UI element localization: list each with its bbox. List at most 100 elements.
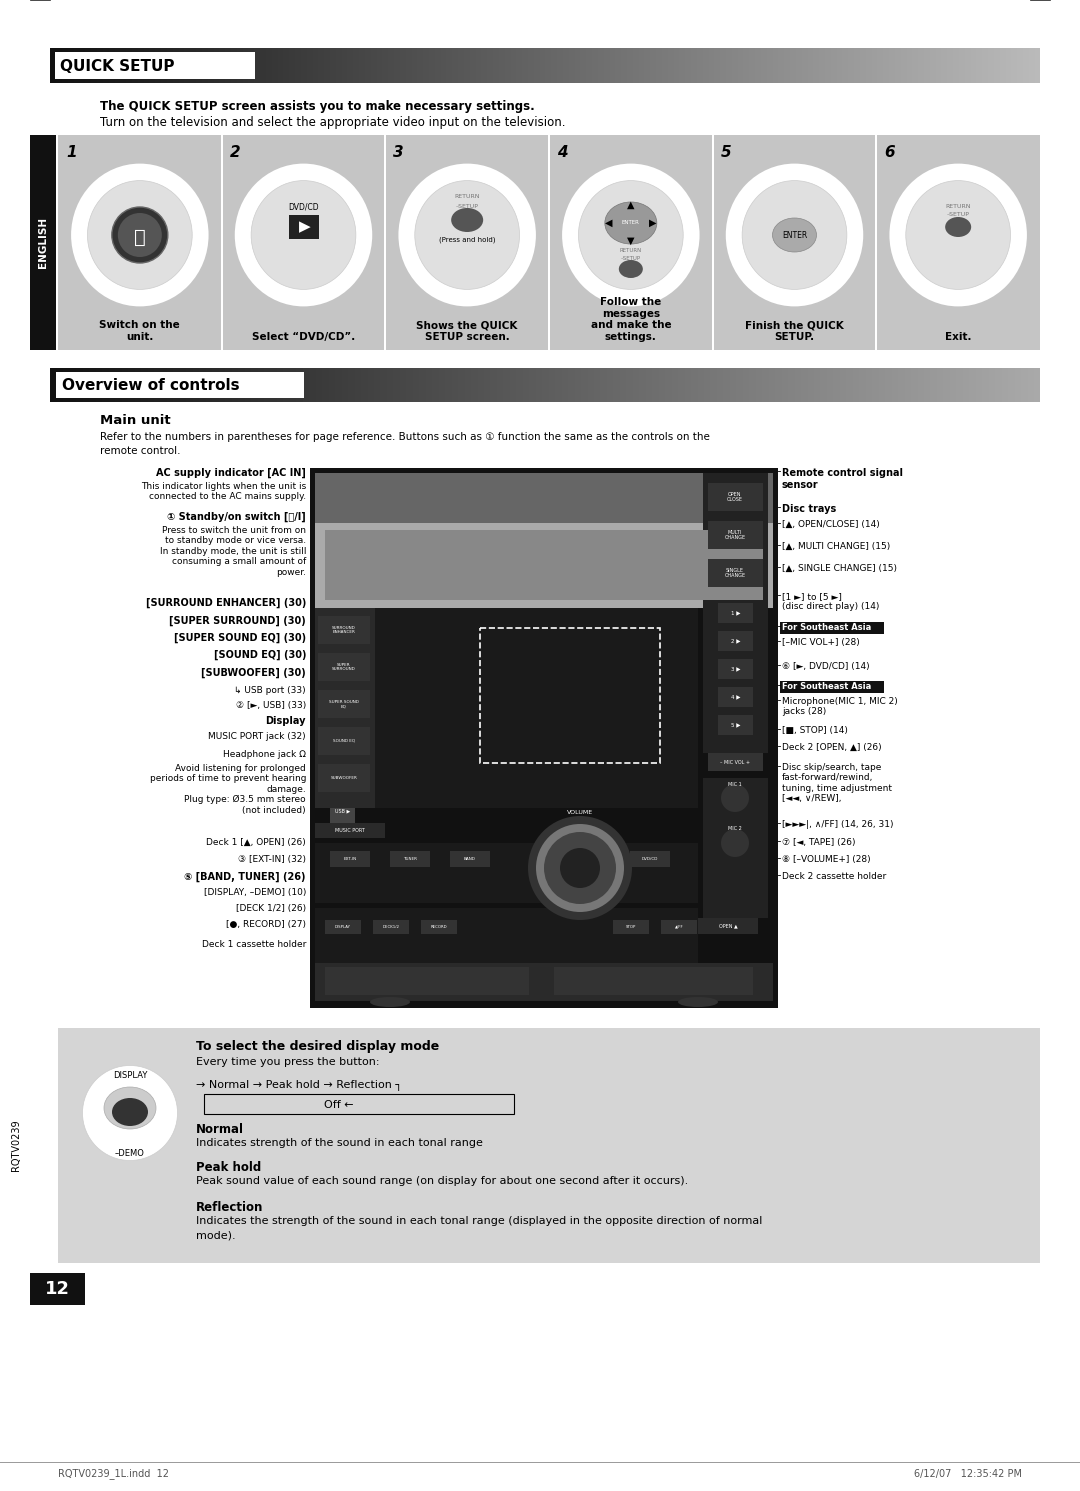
Text: TUNER: TUNER: [403, 857, 417, 860]
Bar: [315, 608, 698, 808]
Text: DISPLAY: DISPLAY: [335, 924, 351, 929]
Ellipse shape: [906, 180, 1011, 289]
Text: ENTER: ENTER: [782, 231, 807, 240]
Bar: [315, 473, 773, 528]
Text: QUICK SETUP: QUICK SETUP: [60, 60, 175, 75]
Text: Peak sound value of each sound range (on display for about one second after it o: Peak sound value of each sound range (on…: [195, 1176, 688, 1185]
Text: ◀: ◀: [605, 218, 612, 228]
Bar: [310, 468, 778, 1008]
Text: This indicator lights when the unit is
connected to the AC mains supply.: This indicator lights when the unit is c…: [140, 482, 306, 501]
Text: [►►►|, ∧/FF] (14, 26, 31): [►►►|, ∧/FF] (14, 26, 31): [782, 820, 893, 829]
Text: 4: 4: [557, 145, 568, 160]
Circle shape: [528, 816, 632, 920]
Text: RQTV0239: RQTV0239: [11, 1120, 21, 1172]
Text: MULTI
CHANGE: MULTI CHANGE: [725, 529, 745, 540]
Bar: [570, 851, 610, 866]
Text: [SURROUND ENHANCER] (30): [SURROUND ENHANCER] (30): [146, 598, 306, 608]
Text: 4 ▶: 4 ▶: [731, 695, 741, 699]
Ellipse shape: [399, 164, 536, 306]
Text: ENTER: ENTER: [622, 221, 639, 225]
Text: [SUPER SOUND EQ] (30): [SUPER SOUND EQ] (30): [174, 634, 306, 643]
Ellipse shape: [234, 164, 373, 306]
Text: Switch on the
unit.: Switch on the unit.: [99, 321, 180, 341]
Ellipse shape: [112, 1097, 148, 1126]
Text: MIC 1: MIC 1: [728, 781, 742, 786]
Bar: [330, 851, 370, 866]
Ellipse shape: [890, 164, 1027, 306]
Text: DVD/CD: DVD/CD: [288, 203, 319, 212]
Bar: [56, 371, 303, 398]
Ellipse shape: [87, 180, 192, 289]
Text: OPEN
CLOSE: OPEN CLOSE: [727, 492, 743, 502]
Text: 3 ▶: 3 ▶: [731, 666, 741, 671]
Bar: [480, 628, 660, 763]
Bar: [318, 653, 370, 681]
Ellipse shape: [605, 201, 657, 245]
Text: ③ [EXT-IN] (32): ③ [EXT-IN] (32): [238, 854, 306, 863]
Bar: [703, 473, 768, 753]
Text: 5 ▶: 5 ▶: [731, 723, 741, 728]
Text: Deck 2 cassette holder: Deck 2 cassette holder: [782, 872, 887, 881]
Text: DISPLAY: DISPLAY: [112, 1071, 147, 1079]
Text: [■, STOP] (14): [■, STOP] (14): [782, 726, 848, 735]
Text: [DECK 1/2] (26): [DECK 1/2] (26): [235, 904, 306, 912]
Bar: [718, 631, 753, 652]
Ellipse shape: [104, 1087, 156, 1129]
Text: Display: Display: [266, 716, 306, 726]
Bar: [780, 622, 885, 634]
Ellipse shape: [579, 180, 684, 289]
Text: The QUICK SETUP screen assists you to make necessary settings.: The QUICK SETUP screen assists you to ma…: [100, 100, 535, 113]
Text: RECORD: RECORD: [431, 924, 447, 929]
Bar: [325, 529, 762, 599]
Circle shape: [544, 832, 616, 904]
Bar: [318, 690, 370, 719]
Bar: [661, 920, 697, 933]
Text: 6: 6: [885, 145, 895, 160]
Text: SURROUND
ENHANCER: SURROUND ENHANCER: [333, 626, 356, 634]
Text: ① Standby/on switch [⏻/I]: ① Standby/on switch [⏻/I]: [167, 511, 306, 522]
Text: Deck 2 [OPEN, ▲] (26): Deck 2 [OPEN, ▲] (26): [782, 743, 881, 751]
Text: [SUBWOOFER] (30): [SUBWOOFER] (30): [201, 668, 306, 678]
Ellipse shape: [71, 164, 208, 306]
Text: [▲, SINGLE CHANGE] (15): [▲, SINGLE CHANGE] (15): [782, 564, 897, 573]
Text: ⑥ [►, DVD/CD] (14): ⑥ [►, DVD/CD] (14): [782, 662, 869, 671]
Text: [SUPER SURROUND] (30): [SUPER SURROUND] (30): [170, 616, 306, 626]
Text: SINGLE
CHANGE: SINGLE CHANGE: [725, 568, 745, 579]
Text: ▶: ▶: [299, 219, 310, 234]
Text: DVD/CD: DVD/CD: [642, 857, 658, 860]
Text: Deck 1 cassette holder: Deck 1 cassette holder: [202, 939, 306, 948]
Text: 1 ▶: 1 ▶: [731, 610, 741, 616]
Text: ENGLISH: ENGLISH: [38, 216, 48, 268]
Text: MIC 2: MIC 2: [728, 826, 742, 830]
Text: Shows the QUICK
SETUP screen.: Shows the QUICK SETUP screen.: [417, 321, 517, 341]
Bar: [315, 523, 773, 608]
Bar: [315, 963, 773, 1000]
Text: RETURN: RETURN: [945, 204, 971, 210]
Ellipse shape: [945, 218, 971, 237]
Text: ▲: ▲: [627, 200, 635, 210]
Text: SUBWOOFER: SUBWOOFER: [330, 775, 357, 780]
Bar: [548, 136, 550, 350]
Text: SOUND EQ: SOUND EQ: [333, 740, 355, 743]
Text: 1: 1: [66, 145, 77, 160]
Bar: [450, 851, 490, 866]
Bar: [30, 136, 56, 350]
Bar: [384, 136, 387, 350]
Ellipse shape: [451, 209, 483, 233]
Text: Overview of controls: Overview of controls: [62, 379, 240, 394]
Text: Follow the
messages
and make the
settings.: Follow the messages and make the setting…: [591, 297, 671, 341]
Text: Every time you press the button:: Every time you press the button:: [195, 1057, 379, 1068]
Text: Finish the QUICK
SETUP.: Finish the QUICK SETUP.: [745, 321, 843, 341]
Text: [DISPLAY, –DEMO] (10): [DISPLAY, –DEMO] (10): [204, 889, 306, 898]
Text: Indicates strength of the sound in each tonal range: Indicates strength of the sound in each …: [195, 1138, 483, 1148]
Text: Select “DVD/CD”.: Select “DVD/CD”.: [252, 332, 355, 341]
Text: VOLUME: VOLUME: [567, 811, 593, 816]
Text: To select the desired display mode: To select the desired display mode: [195, 1041, 440, 1053]
Text: [–MIC VOL+] (28): [–MIC VOL+] (28): [782, 638, 860, 647]
Circle shape: [112, 207, 167, 262]
Ellipse shape: [619, 259, 643, 277]
Bar: [325, 968, 529, 994]
Text: For Southeast Asia: For Southeast Asia: [782, 623, 872, 632]
Bar: [698, 918, 758, 933]
Text: –DEMO: –DEMO: [116, 1148, 145, 1157]
